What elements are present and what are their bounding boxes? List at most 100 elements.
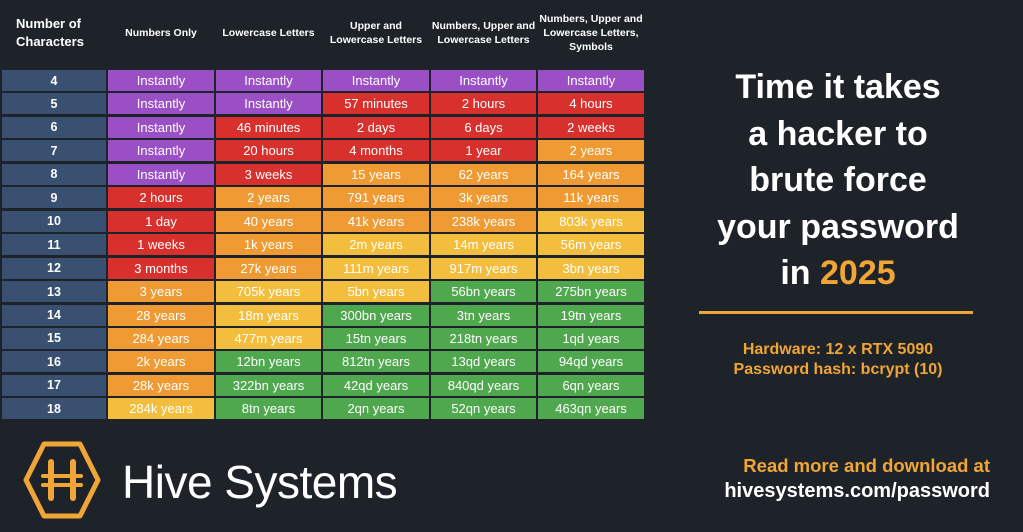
table-cell: 56m years xyxy=(538,234,644,256)
table-cell: 111m years xyxy=(323,257,429,279)
table-cell: 6 days xyxy=(431,116,536,138)
headline-line-2: a hacker to xyxy=(748,114,928,153)
table-cell: 4 months xyxy=(323,140,429,162)
table-cell: 13qd years xyxy=(431,351,536,373)
table-cell: 477m years xyxy=(216,327,321,349)
table-cell: Instantly xyxy=(431,70,536,91)
table-cell: 19tn years xyxy=(538,304,644,326)
table-cell: Instantly xyxy=(108,140,214,162)
headline-line-4: your password xyxy=(717,207,959,246)
hash-line: Password hash: bcrypt (10) xyxy=(733,361,943,378)
hardware-info: Hardware: 12 x RTX 5090 Password hash: b… xyxy=(668,340,1008,380)
table-cell: Instantly xyxy=(108,116,214,138)
column-header: Numbers Only xyxy=(125,27,197,39)
table-cell: 2 hours xyxy=(108,187,214,209)
headline: Time it takes a hacker to brute force yo… xyxy=(668,64,1008,297)
table-cell: Instantly xyxy=(323,70,429,91)
table-cell: 2k years xyxy=(108,351,214,373)
table-cell: 27k years xyxy=(216,257,321,279)
column-header: Numbers, Upper and Lowercase Letters, Sy… xyxy=(539,13,643,53)
table-cell: 463qn years xyxy=(538,398,644,420)
table-cell: 57 minutes xyxy=(323,93,429,115)
row-length-label: 10 xyxy=(2,210,106,232)
table-cell: 1 year xyxy=(431,140,536,162)
hardware-line: Hardware: 12 x RTX 5090 xyxy=(742,341,934,358)
column-header: Lowercase Letters xyxy=(222,27,315,39)
table-cell: Instantly xyxy=(108,93,214,115)
table-cell: 3 weeks xyxy=(216,163,321,185)
table-cell: 18m years xyxy=(216,304,321,326)
column-header: Upper and Lowercase Letters xyxy=(329,20,423,46)
table-cell: 1k years xyxy=(216,234,321,256)
brand-name: Hive Systems xyxy=(122,456,398,508)
table-cell: 300bn years xyxy=(323,304,429,326)
cta-text: Read more and download at xyxy=(743,455,990,476)
table-cell: Instantly xyxy=(108,163,214,185)
table-cell: 11k years xyxy=(538,187,644,209)
table-cell: 2 hours xyxy=(431,93,536,115)
table-cell: 1qd years xyxy=(538,327,644,349)
table-cell: 840qd years xyxy=(431,374,536,396)
crack-time-table: Number of Characters Numbers Only Lowercas… xyxy=(2,13,644,420)
table-cell: 12bn years xyxy=(216,351,321,373)
row-length-label: 17 xyxy=(2,374,106,396)
table-cell: 42qd years xyxy=(323,374,429,396)
table-cell: 2 days xyxy=(323,116,429,138)
row-length-label: 13 xyxy=(2,281,106,303)
table-cell: 94qd years xyxy=(538,351,644,373)
table-cell: 3 months xyxy=(108,257,214,279)
table-cell: 164 years xyxy=(538,163,644,185)
row-length-label: 4 xyxy=(2,70,106,91)
table-cell: 4 hours xyxy=(538,93,644,115)
table-cell: Instantly xyxy=(108,70,214,91)
table-cell: 8tn years xyxy=(216,398,321,420)
table-cell: Instantly xyxy=(216,93,321,115)
table-cell: Instantly xyxy=(216,70,321,91)
row-length-label: 8 xyxy=(2,163,106,185)
row-length-label: 6 xyxy=(2,116,106,138)
table-cell: 2 years xyxy=(216,187,321,209)
table-cell: 62 years xyxy=(431,163,536,185)
row-length-label: 7 xyxy=(2,140,106,162)
table-cell: 20 hours xyxy=(216,140,321,162)
headline-line-1: Time it takes xyxy=(735,68,941,106)
table-cell: 322bn years xyxy=(216,374,321,396)
headline-prefix: in xyxy=(780,254,821,292)
row-length-label: 11 xyxy=(2,234,106,256)
table-cell: 28 years xyxy=(108,304,214,326)
row-length-label: 15 xyxy=(2,327,106,349)
row-length-label: 14 xyxy=(2,304,106,326)
table-cell: 917m years xyxy=(431,257,536,279)
hive-logo-icon xyxy=(22,440,102,520)
table-cell: 238k years xyxy=(431,210,536,232)
column-header: Numbers, Upper and Lowercase Letters xyxy=(431,20,536,46)
headline-line-3: brute force xyxy=(749,161,927,199)
divider xyxy=(699,311,973,314)
table-cell: 2 weeks xyxy=(538,116,644,138)
table-cell: Instantly xyxy=(538,70,644,91)
row-length-label: 18 xyxy=(2,398,106,420)
headline-line-5: in 2025 xyxy=(668,250,1008,297)
table-cell: 812tn years xyxy=(323,351,429,373)
table-cell: 5bn years xyxy=(323,281,429,303)
table-cell: 3bn years xyxy=(538,257,644,279)
table-cell: 3k years xyxy=(431,187,536,209)
table-cell: 705k years xyxy=(216,281,321,303)
table-cell: 28k years xyxy=(108,374,214,396)
table-cell: 14m years xyxy=(431,234,536,256)
table-cell: 56bn years xyxy=(431,281,536,303)
table-cell: 41k years xyxy=(323,210,429,232)
table-cell: 284k years xyxy=(108,398,214,420)
row-length-label: 5 xyxy=(2,93,106,115)
table-cell: 218tn years xyxy=(431,327,536,349)
table-cell: 15 years xyxy=(323,163,429,185)
table-cell: 52qn years xyxy=(431,398,536,420)
table-cell: 3tn years xyxy=(431,304,536,326)
table-cell: 40 years xyxy=(216,210,321,232)
cta-url-link[interactable]: hivesystems.com/password xyxy=(724,480,990,502)
row-length-label: 12 xyxy=(2,257,106,279)
table-cell: 2 years xyxy=(538,140,644,162)
headline-year: 2025 xyxy=(820,254,896,292)
row-length-label: 9 xyxy=(2,187,106,209)
table-cell: 46 minutes xyxy=(216,116,321,138)
